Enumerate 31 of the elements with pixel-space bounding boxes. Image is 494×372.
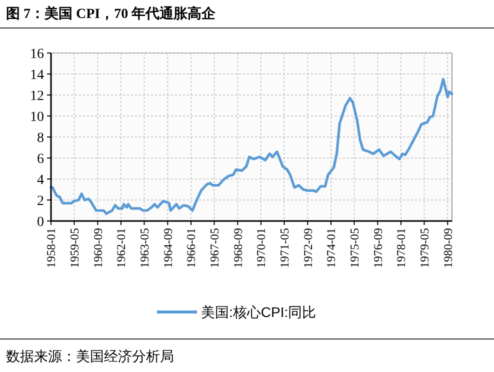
chart-title: 图 7：美国 CPI，70 年代通胀高企 [6, 5, 217, 22]
x-tick-label: 1960-09 [90, 228, 105, 268]
legend-label: 美国:核心CPI:同比 [201, 304, 316, 320]
source-note: 数据来源：美国经济分析局 [6, 349, 174, 365]
x-tick-label: 1959-05 [67, 228, 82, 268]
y-tick-label: 4 [37, 172, 44, 188]
y-tick-label: 6 [37, 152, 44, 167]
line-series [50, 78, 454, 215]
x-tick-label: 1958-01 [44, 228, 58, 268]
y-tick-label: 2 [37, 194, 44, 209]
x-tick-label: 1966-01 [184, 228, 198, 268]
x-tick-label: 1975-05 [347, 228, 362, 268]
y-tick-label: 14 [30, 68, 44, 83]
y-tick-label: 10 [30, 110, 44, 125]
x-tick-label: 1978-01 [394, 228, 408, 268]
x-tick-label: 1970-01 [254, 228, 268, 268]
x-tick-label: 1972-09 [300, 228, 315, 268]
y-tick-label: 16 [30, 46, 44, 62]
x-tick-label: 1971-05 [277, 228, 292, 268]
x-tick-label: 1979-05 [417, 228, 432, 268]
x-tick-label: 1968-09 [230, 228, 245, 268]
x-tick-label: 1974-01 [324, 228, 338, 268]
y-tick-label: 0 [37, 214, 44, 230]
x-tick-label: 1980-09 [440, 228, 455, 268]
x-tick-label: 1964-09 [160, 228, 175, 268]
x-tick-label: 1962-01 [114, 228, 128, 268]
y-tick-label: 12 [30, 88, 44, 104]
x-tick-label: 1976-09 [370, 228, 385, 268]
x-tick-label: 1967-05 [207, 228, 222, 268]
x-tick-label: 1963-05 [137, 228, 152, 268]
y-tick-label: 8 [37, 130, 44, 146]
